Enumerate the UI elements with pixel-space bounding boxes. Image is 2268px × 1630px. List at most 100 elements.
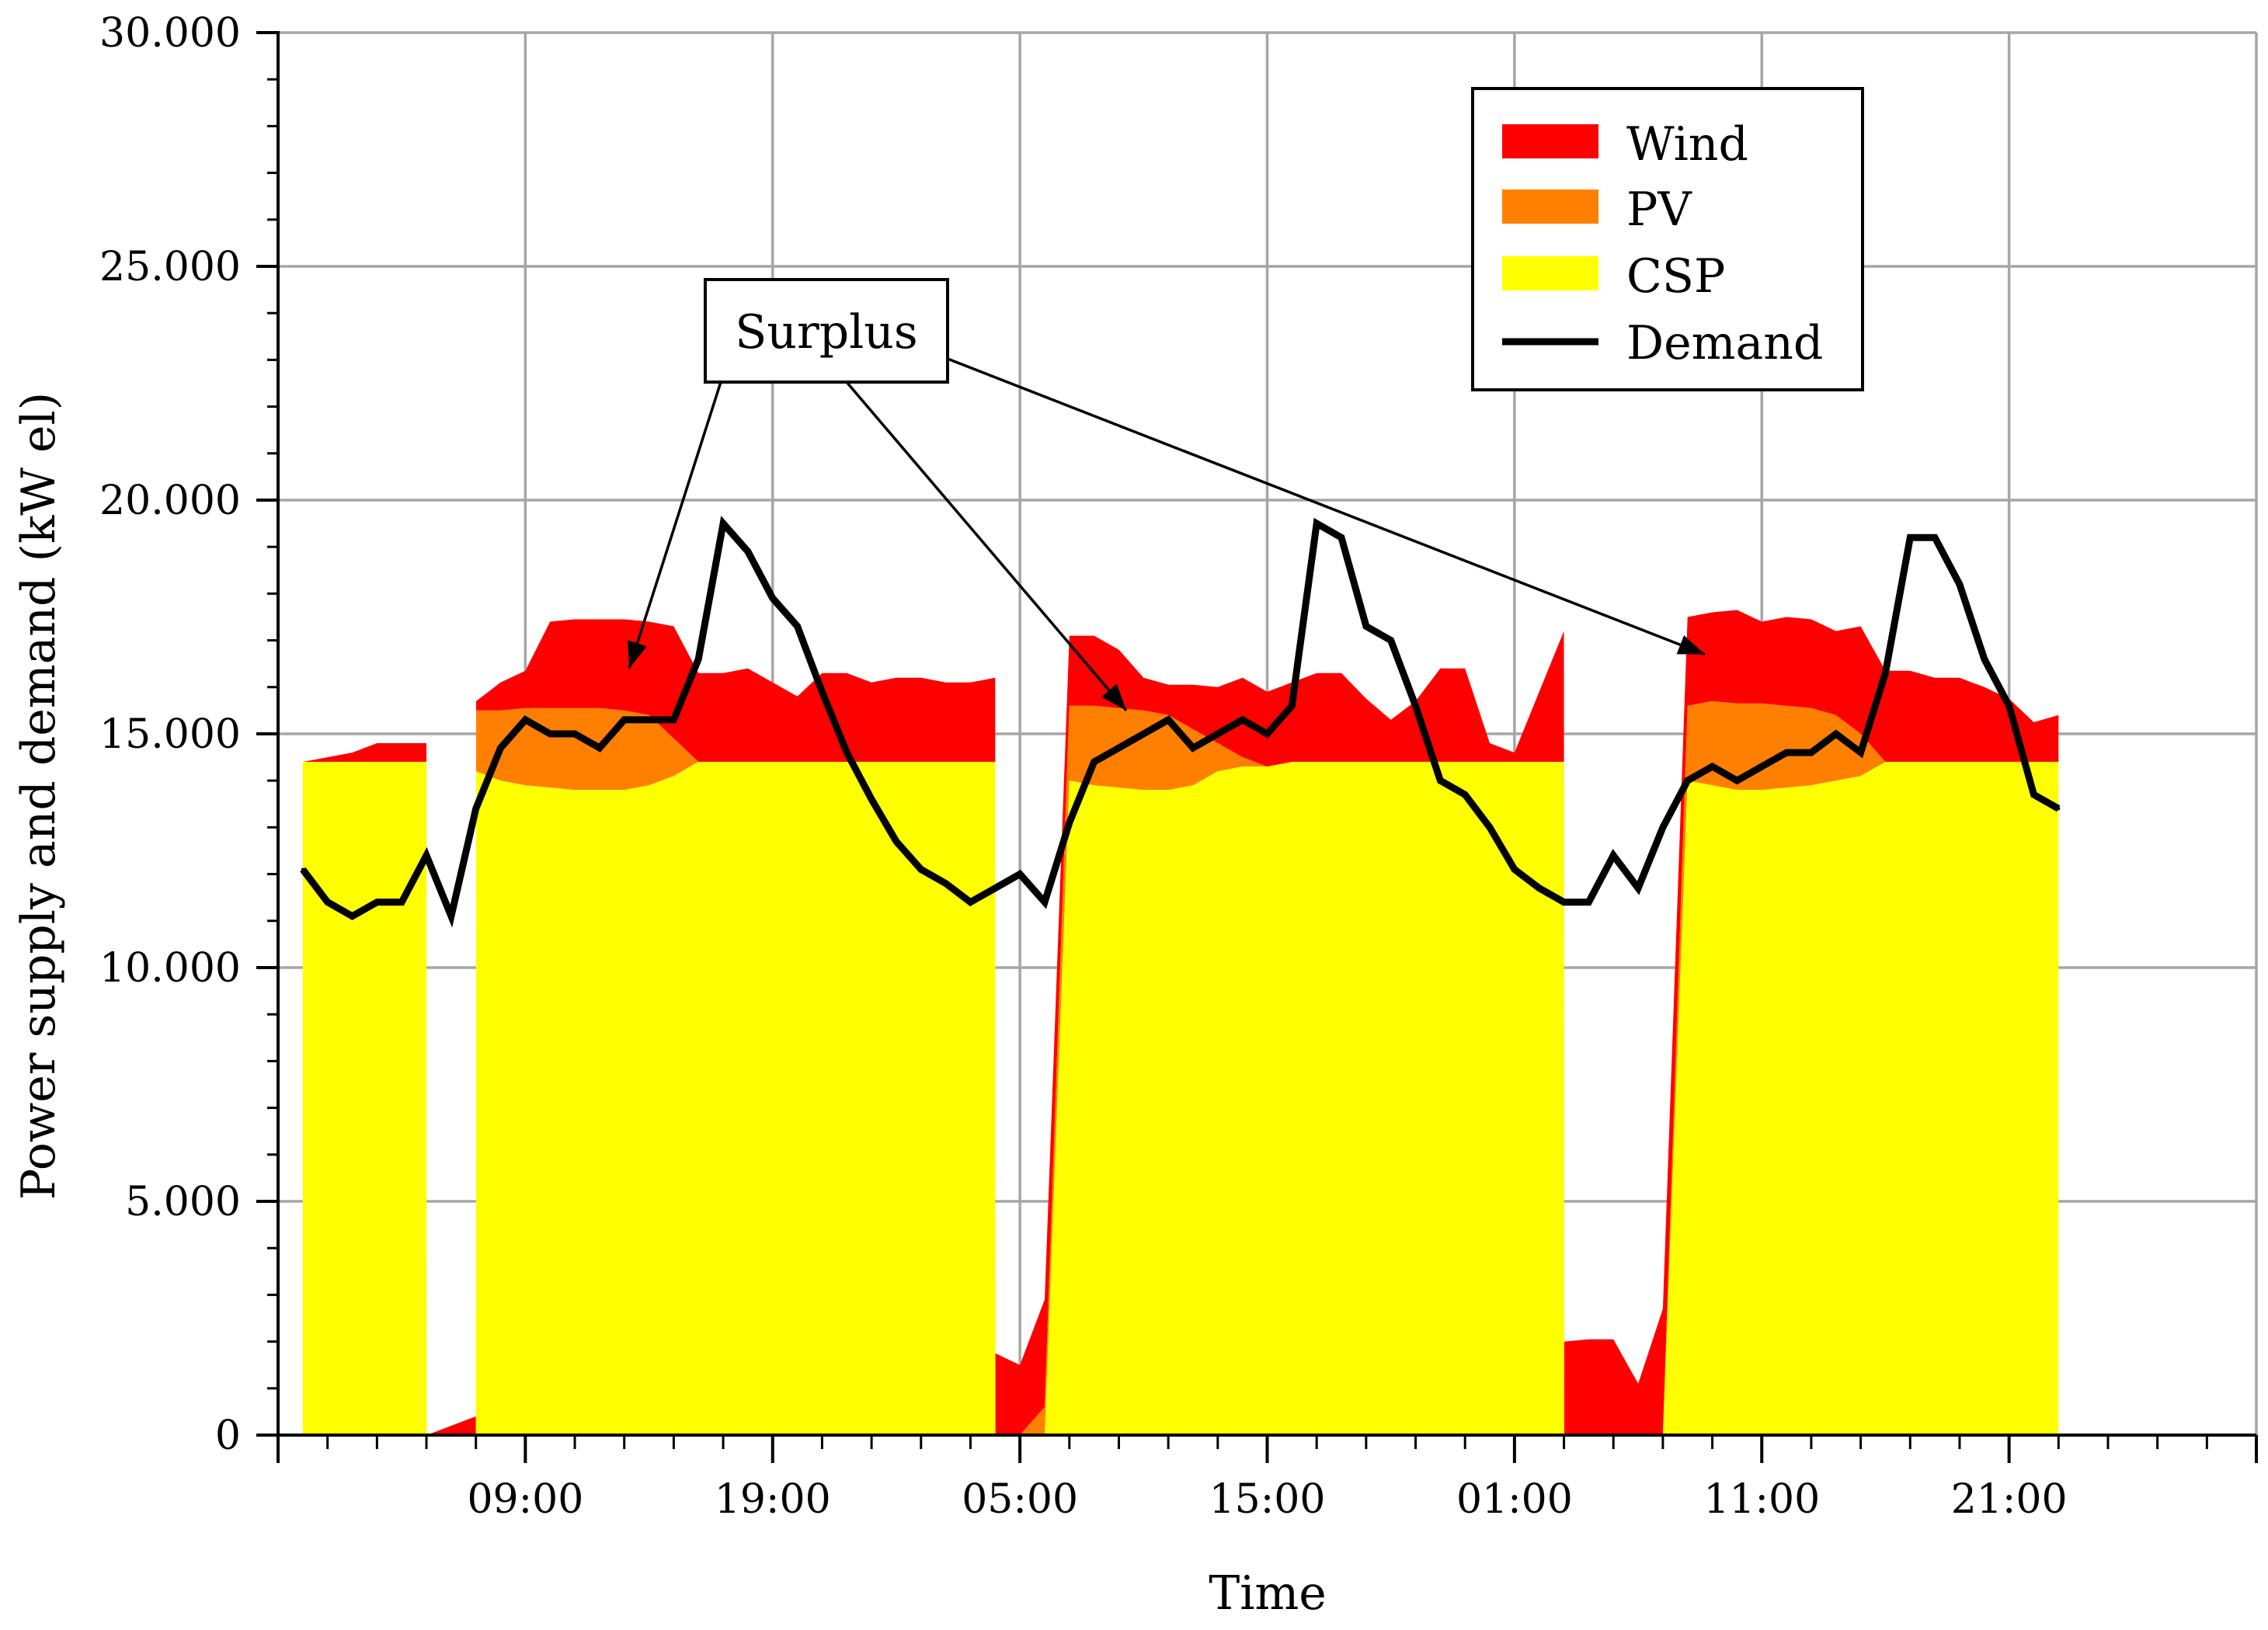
surplus-arrow — [628, 381, 722, 669]
legend-label-pv: PV — [1626, 182, 1692, 237]
demand-point — [474, 807, 478, 811]
demand-point — [1809, 751, 1813, 755]
demand-point — [1438, 779, 1442, 783]
demand-point — [425, 853, 429, 857]
demand-point — [325, 900, 329, 904]
demand-point — [1142, 732, 1146, 735]
demand-point — [622, 718, 626, 721]
demand-point — [1933, 536, 1937, 540]
y-tick-label: 25.000 — [99, 244, 241, 290]
demand-point — [1191, 746, 1195, 750]
y-tick-label: 5.000 — [125, 1179, 241, 1225]
demand-point — [795, 624, 799, 628]
demand-point — [1117, 746, 1121, 750]
demand-point — [1216, 732, 1219, 735]
demand-line — [300, 516, 2061, 928]
demand-point — [1785, 751, 1789, 755]
demand-point — [350, 914, 354, 918]
surplus-arrowhead — [628, 640, 647, 669]
demand-point — [1364, 624, 1368, 628]
y-axis-title: Power supply and demand (kW el) — [12, 392, 66, 1200]
demand-point — [969, 900, 972, 904]
demand-point — [1340, 536, 1344, 540]
demand-point — [1315, 522, 1319, 526]
surplus-box — [704, 278, 949, 384]
demand-point — [1908, 536, 1912, 540]
demand-point — [1685, 779, 1689, 783]
demand-point — [1389, 638, 1393, 642]
demand-point — [697, 657, 701, 661]
x-axis-title: Time — [1209, 1566, 1327, 1621]
legend-swatch-wind — [1502, 124, 1598, 158]
demand-point — [1042, 900, 1046, 904]
demand-point — [1092, 760, 1096, 764]
demand-point — [1488, 825, 1492, 829]
x-tick-label: 09:00 — [467, 1476, 583, 1523]
legend: Wind PV CSP Demand — [1471, 87, 1864, 391]
x-tick-label: 19:00 — [715, 1476, 831, 1523]
axes — [256, 31, 2258, 1463]
demand-point — [1537, 886, 1541, 890]
demand-point — [2057, 807, 2061, 811]
demand-point — [1562, 900, 1566, 904]
demand-point — [2007, 704, 2011, 707]
demand-point — [746, 550, 750, 554]
demand-point — [1587, 900, 1591, 904]
demand-point — [1290, 704, 1294, 707]
tick-labels: 0 5.000 10.000 15.000 20.000 25.000 30.000 09:0… — [99, 10, 2068, 1523]
demand-point — [1859, 751, 1863, 755]
demand-point — [1167, 718, 1171, 721]
surplus-arrowhead — [1101, 683, 1127, 711]
y-tick-label: 15.000 — [99, 711, 241, 758]
demand-point — [1735, 779, 1739, 783]
demand-layer — [300, 516, 2061, 928]
demand-point — [870, 798, 874, 801]
demand-point — [597, 746, 601, 750]
demand-point — [301, 867, 304, 871]
y-tick-label: 0 — [215, 1413, 241, 1459]
demand-point — [1637, 886, 1640, 890]
demand-point — [647, 718, 651, 721]
demand-point — [449, 914, 453, 918]
legend-swatch-pv — [1502, 189, 1598, 224]
demand-point — [1463, 793, 1467, 797]
legend-label-csp: CSP — [1626, 249, 1725, 304]
demand-point — [573, 732, 577, 735]
legend-label-wind: Wind — [1626, 117, 1748, 172]
demand-point — [1512, 867, 1516, 871]
demand-point — [1661, 825, 1664, 829]
demand-point — [845, 751, 849, 755]
demand-point — [919, 867, 923, 871]
demand-point — [400, 900, 404, 904]
legend-label-demand: Demand — [1626, 316, 1823, 370]
x-tick-label: 05:00 — [962, 1476, 1078, 1523]
demand-point — [894, 839, 898, 843]
x-tick-label: 11:00 — [1703, 1476, 1820, 1523]
demand-point — [993, 886, 997, 890]
demand-point — [375, 900, 379, 904]
demand-point — [1760, 765, 1764, 769]
demand-point — [1414, 704, 1418, 707]
x-tick-label: 21:00 — [1951, 1476, 2068, 1523]
demand-point — [548, 732, 552, 735]
demand-point — [820, 690, 824, 693]
demand-point — [1612, 853, 1616, 857]
demand-point — [770, 596, 774, 600]
surplus-arrow — [845, 381, 1128, 712]
surplus-arrow — [947, 357, 1706, 656]
y-tick-label: 30.000 — [99, 10, 241, 57]
demand-point — [499, 746, 503, 750]
demand-point — [1240, 718, 1244, 721]
surplus-annotation: Surplus — [628, 278, 1706, 712]
demand-point — [2032, 793, 2036, 797]
demand-point — [722, 522, 725, 526]
demand-point — [1884, 671, 1887, 675]
demand-point — [1834, 732, 1838, 735]
demand-point — [1710, 765, 1714, 769]
surplus-label: Surplus — [735, 305, 917, 360]
csp-area — [302, 762, 2059, 1435]
demand-point — [1265, 732, 1269, 735]
demand-point — [944, 881, 948, 885]
demand-point — [672, 718, 676, 721]
